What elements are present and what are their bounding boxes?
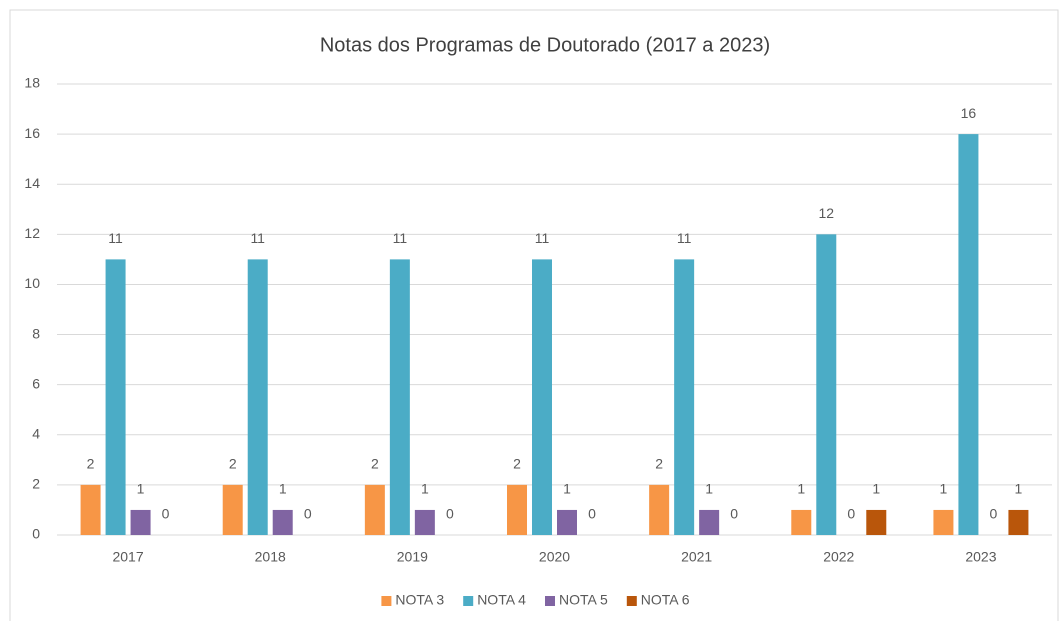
bar [532,259,552,535]
y-tick-label: 2 [32,476,40,492]
data-label: 16 [961,105,977,121]
data-label: 11 [108,230,123,246]
data-label: 1 [1015,481,1023,497]
y-tick-label: 4 [32,425,40,441]
data-label: 0 [304,506,312,522]
y-tick-label: 12 [24,225,40,241]
data-label: 1 [279,481,287,497]
x-tick-label: 2023 [965,549,996,565]
data-label: 1 [421,481,429,497]
y-tick-label: 0 [32,526,40,542]
legend-label: NOTA 5 [559,592,608,608]
bar [1008,509,1029,535]
data-label: 0 [162,506,170,522]
data-label: 11 [393,230,408,246]
data-label: 11 [250,230,265,246]
bar [389,259,410,535]
data-label: 0 [990,506,998,522]
legend-label: NOTA 3 [395,592,444,608]
data-label: 1 [872,481,880,497]
data-label: 1 [563,481,571,497]
y-tick-label: 8 [32,325,40,341]
x-tick-label: 2022 [823,549,854,565]
bar [816,234,837,536]
bar [933,509,954,535]
data-label: 11 [535,230,550,246]
y-tick-label: 14 [24,175,40,191]
x-tick-label: 2021 [681,549,712,565]
bar [958,134,979,535]
bar [791,509,812,535]
bar [674,259,695,535]
data-label: 2 [655,456,663,472]
x-tick-label: 2019 [397,549,428,565]
data-label: 0 [730,506,738,522]
data-label: 2 [229,456,237,472]
data-label: 0 [588,506,596,522]
y-tick-label: 6 [32,375,40,391]
y-tick-label: 16 [24,125,40,141]
bar [866,509,887,535]
legend-swatch [463,596,474,606]
bar [699,509,720,535]
data-label: 1 [797,481,805,497]
data-label: 1 [137,481,145,497]
legend-swatch [381,596,392,606]
legend-label: NOTA 4 [477,592,526,608]
y-tick-label: 18 [24,75,40,91]
bar [222,484,243,535]
bar [649,484,670,535]
x-tick-label: 2017 [112,549,143,565]
bar [80,484,101,535]
data-label: 0 [446,506,454,522]
x-tick-label: 2018 [255,549,286,565]
data-label: 1 [705,481,713,497]
data-label: 2 [513,456,521,472]
bar [130,509,151,535]
data-label: 12 [818,205,834,221]
bar [557,509,577,535]
data-label: 11 [677,230,692,246]
bar [507,484,527,535]
bar [272,509,293,535]
data-label: 0 [847,506,855,522]
data-label: 2 [87,456,95,472]
bar [247,259,268,535]
x-tick-label: 2020 [539,549,570,565]
data-label: 2 [371,456,379,472]
legend-swatch [545,596,555,606]
y-tick-label: 10 [24,275,40,291]
bar [105,259,126,535]
legend-swatch [626,596,637,606]
bar [364,484,385,535]
data-label: 1 [940,481,948,497]
legend-label: NOTA 6 [641,592,690,608]
chart-title: Notas dos Programas de Doutorado (2017 a… [320,34,770,56]
bar [414,509,435,535]
